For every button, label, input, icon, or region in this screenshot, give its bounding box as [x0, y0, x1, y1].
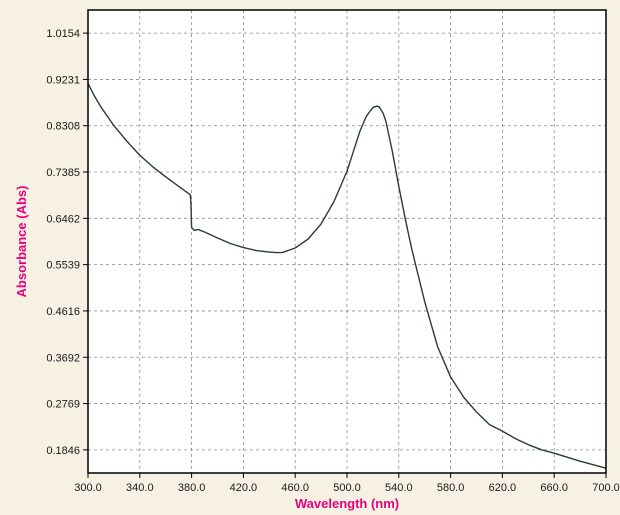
x-tick-label: 420.0: [230, 482, 258, 494]
y-tick-label: 0.5539: [46, 260, 80, 272]
x-tick-label: 660.0: [540, 482, 568, 494]
x-tick-label: 340.0: [126, 482, 154, 494]
y-tick-label: 1.0154: [46, 28, 80, 40]
x-tick-label: 580.0: [437, 482, 465, 494]
y-tick-label: 0.2769: [46, 399, 80, 411]
x-tick-label: 300.0: [74, 482, 102, 494]
y-tick-label: 0.1846: [46, 445, 80, 457]
x-tick-label: 460.0: [281, 482, 309, 494]
y-tick-label: 0.4616: [46, 306, 80, 318]
series-line: [87, 83, 607, 469]
y-tick-label: 0.9231: [46, 74, 80, 86]
grid-lines: [88, 10, 606, 473]
y-axis-title: Absorbance (Abs): [14, 186, 29, 298]
y-tick-label: 0.7385: [46, 167, 80, 179]
x-tick-label: 540.0: [385, 482, 413, 494]
x-tick-label: 380.0: [178, 482, 206, 494]
plot-frame: [87, 9, 607, 474]
y-axis-ticks: 0.1846 0.2769 0.3692 0.4616 0.5539 0.6462 0.73…: [46, 28, 88, 457]
x-tick-label: 700.0: [592, 482, 620, 494]
x-tick-label: 620.0: [489, 482, 517, 494]
y-tick-label: 0.6462: [46, 213, 80, 225]
y-tick-label: 0.8308: [46, 121, 80, 133]
x-axis-title: Wavelength (nm): [295, 496, 399, 511]
x-axis-ticks: 300.0 340.0 380.0 420.0 460.0 500.0 540.0 580.0…: [74, 473, 620, 494]
y-tick-label: 0.3692: [46, 352, 80, 364]
x-tick-label: 500.0: [333, 482, 361, 494]
